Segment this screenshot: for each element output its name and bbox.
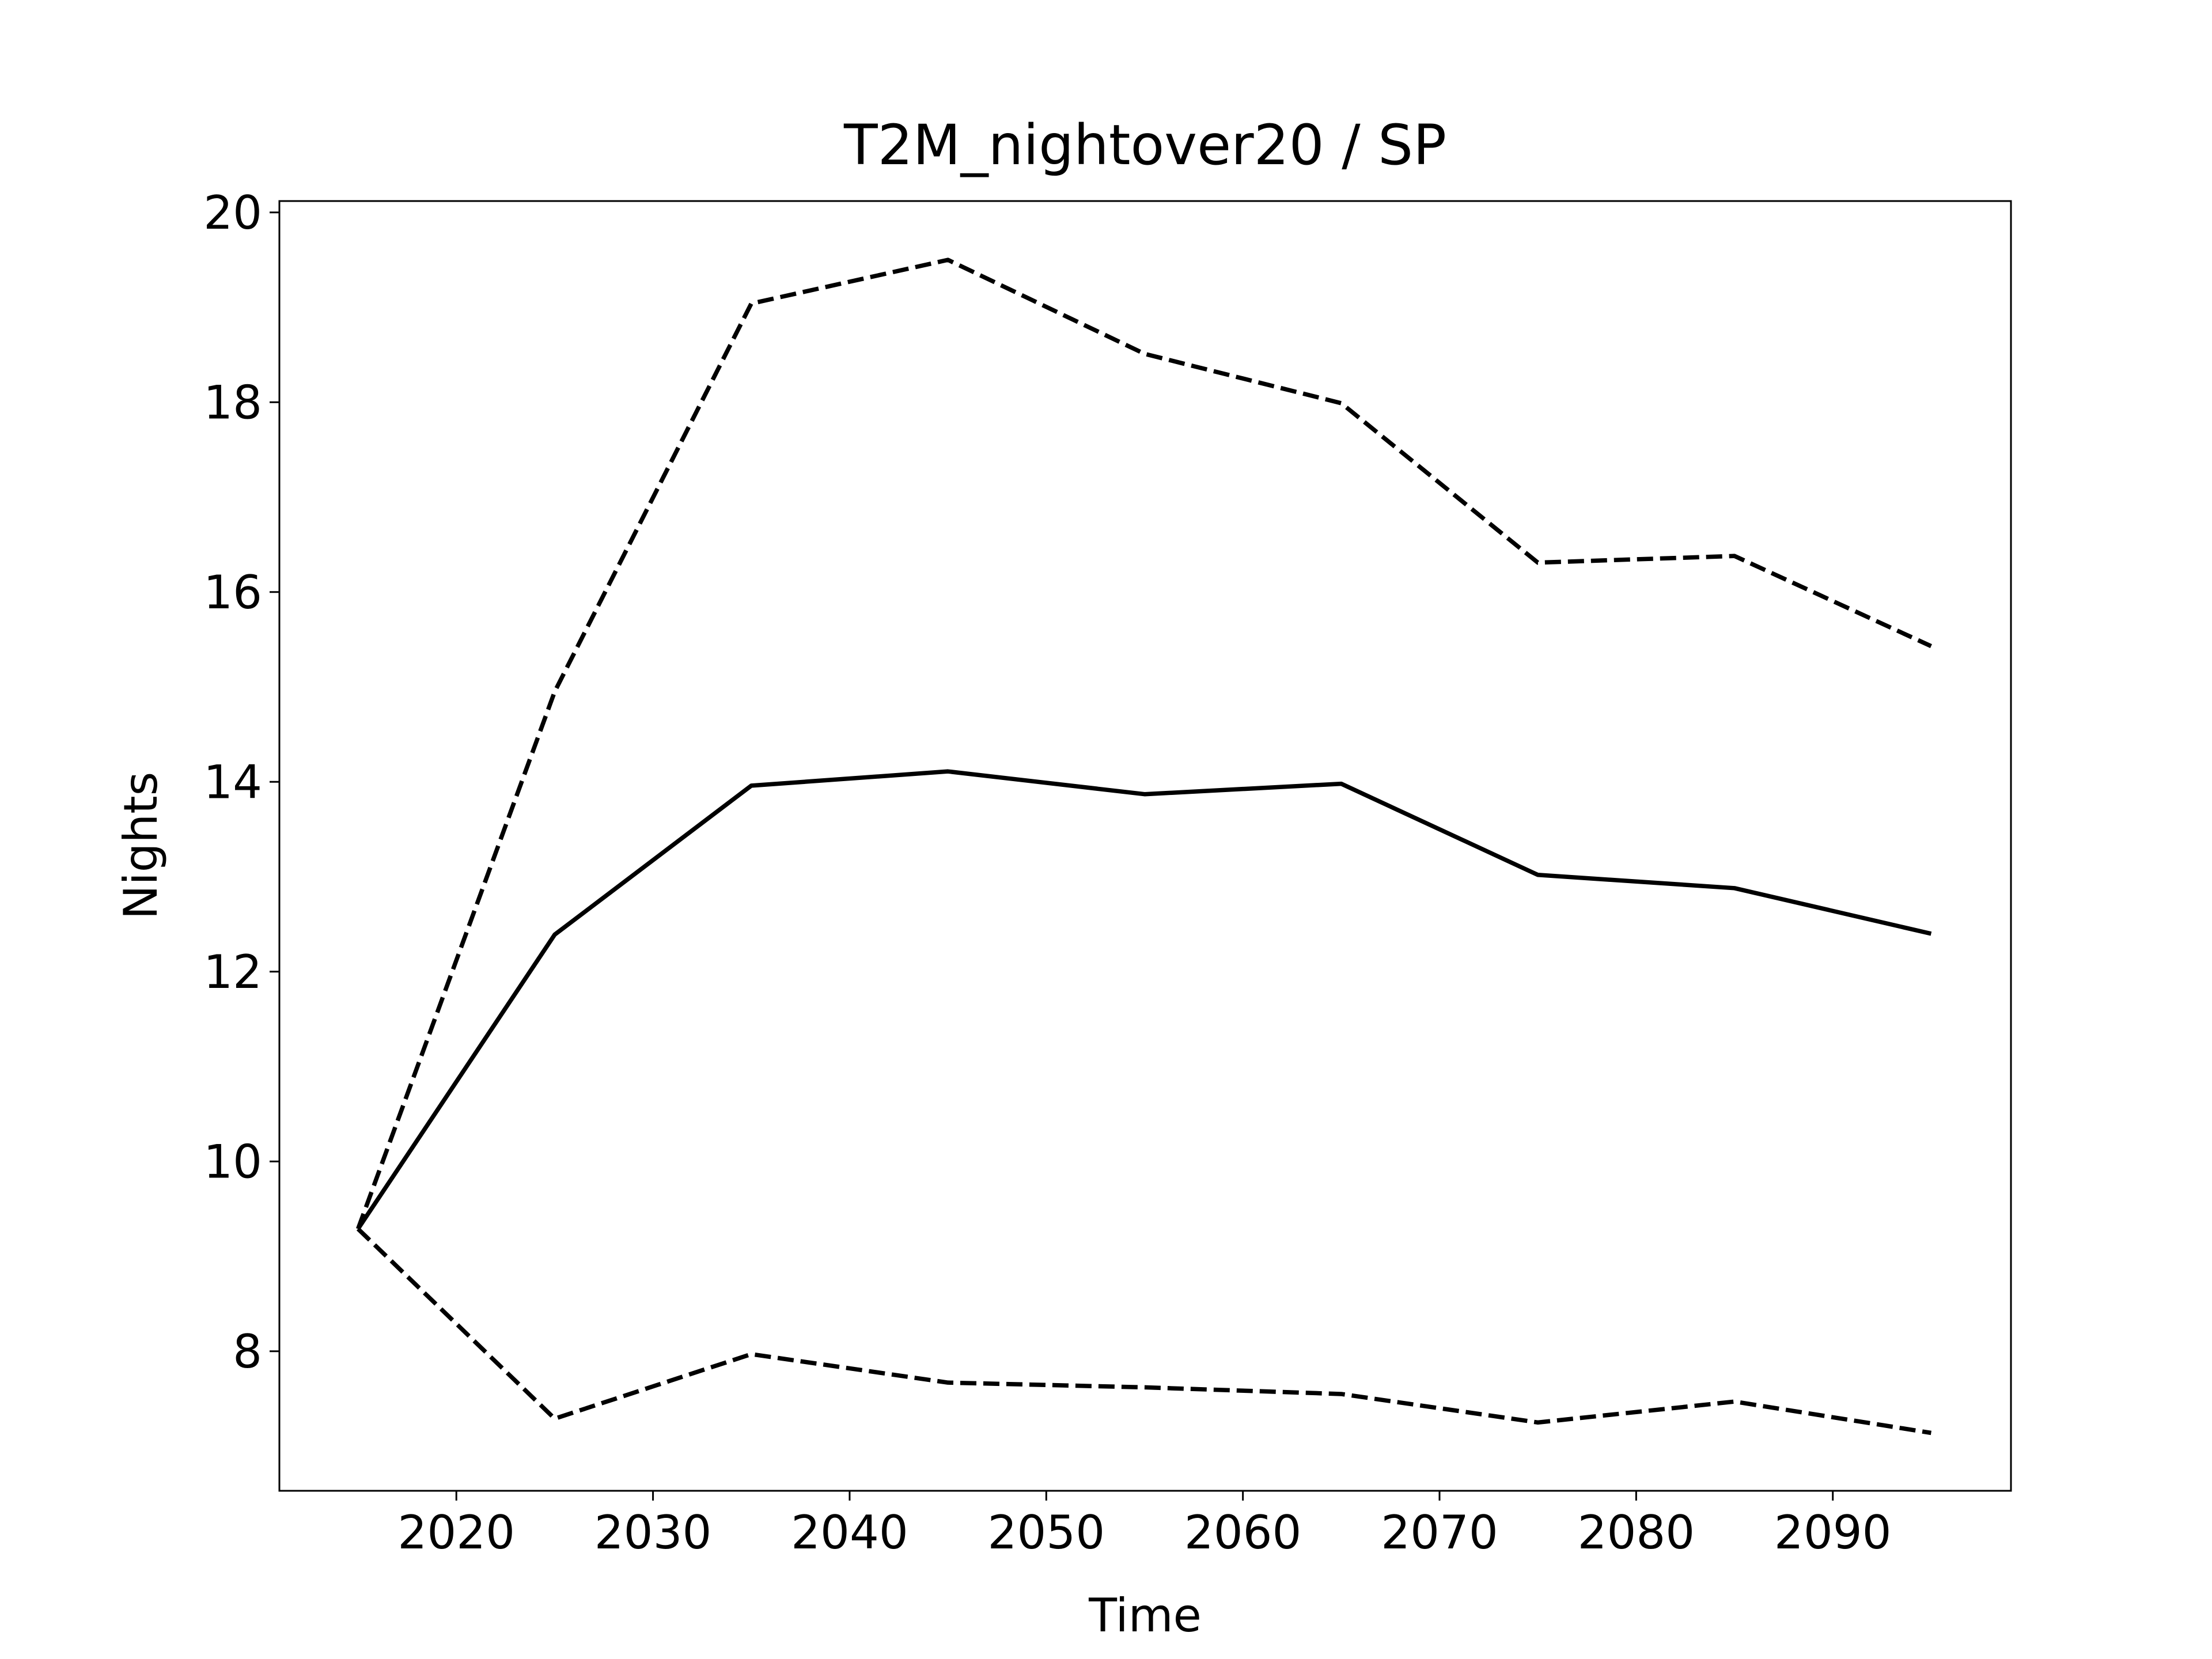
- x-tick-label: 2030: [594, 1506, 712, 1559]
- y-tick-label: 18: [203, 376, 262, 429]
- x-tick-label: 2060: [1184, 1506, 1302, 1559]
- x-tick-label: 2050: [988, 1506, 1105, 1559]
- x-tick-label: 2070: [1381, 1506, 1498, 1559]
- y-tick-label: 8: [233, 1325, 262, 1378]
- x-tick-label: 2040: [791, 1506, 908, 1559]
- chart-title: T2M_nightover20 / SP: [843, 113, 1446, 177]
- y-tick-label: 10: [203, 1135, 262, 1188]
- x-tick-label: 2080: [1578, 1506, 1695, 1559]
- x-tick-label: 2090: [1774, 1506, 1892, 1559]
- y-tick-label: 20: [203, 186, 262, 240]
- x-tick-label: 2020: [397, 1506, 515, 1559]
- y-axis-label: Nights: [114, 772, 168, 920]
- x-axis-label: Time: [1088, 1589, 1202, 1642]
- series-line: [356, 769, 1932, 1230]
- y-tick-label: 12: [203, 945, 262, 999]
- y-tick-label: 16: [203, 566, 262, 619]
- plot-frame: [278, 200, 2012, 1492]
- series-line: [356, 257, 1932, 1230]
- series-line: [356, 1227, 1931, 1435]
- y-tick-label: 14: [203, 755, 262, 809]
